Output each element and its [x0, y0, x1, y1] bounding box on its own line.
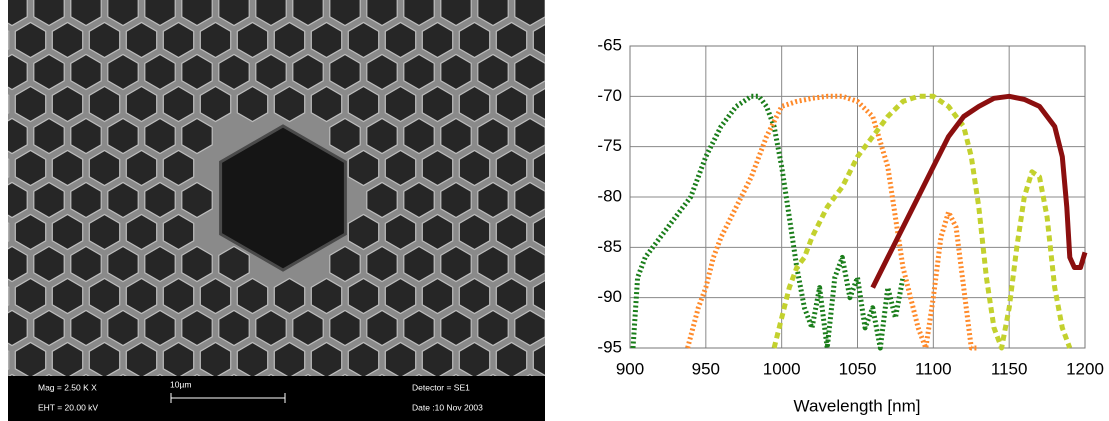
- cell: [0, 279, 9, 314]
- cell: [0, 151, 9, 186]
- cell: [0, 23, 9, 58]
- y-tick-label: -90: [597, 287, 622, 306]
- x-tick-label: 900: [616, 359, 644, 378]
- cell: [552, 0, 582, 26]
- x-axis-label: Wavelength [nm]: [794, 396, 921, 415]
- cell: [0, 87, 9, 122]
- date-text: Date :10 Nov 2003: [412, 402, 483, 412]
- cell: [552, 247, 582, 282]
- cell: [570, 215, 600, 250]
- x-tick-label: 950: [692, 359, 720, 378]
- cell: [0, 215, 9, 250]
- cell: [570, 343, 600, 378]
- cell: [589, 375, 619, 410]
- cell: [0, 343, 9, 378]
- series-line: [774, 96, 1070, 348]
- cell: [589, 0, 619, 26]
- cell: [570, 279, 600, 314]
- cell: [552, 119, 582, 154]
- detector-text: Detector = SE1: [412, 382, 470, 392]
- cell: [0, 407, 9, 421]
- cell: [570, 407, 600, 421]
- cell: [552, 55, 582, 90]
- x-tick-label: 1000: [763, 359, 801, 378]
- page: Mag = 2.50 K X EHT = 20.00 kV 10µm Detec…: [0, 0, 1109, 421]
- y-tick-label: -75: [597, 136, 622, 155]
- cell: [570, 151, 600, 186]
- y-tick-label: -65: [597, 35, 622, 54]
- cell: [552, 375, 582, 410]
- cell: [570, 23, 600, 58]
- cell: [552, 311, 582, 346]
- cell-lattice: [0, 0, 638, 421]
- y-tick-label: -95: [597, 337, 622, 356]
- cell: [570, 87, 600, 122]
- micrograph: Mag = 2.50 K X EHT = 20.00 kV 10µm Detec…: [0, 0, 638, 421]
- cell: [607, 407, 637, 421]
- cell: [607, 151, 637, 186]
- chart: Wavelength [nm] -95 -90 -85 -80 -75 -70 -65 900…: [597, 35, 1103, 415]
- x-tick-label: 1200: [1066, 359, 1104, 378]
- cell: [589, 55, 619, 90]
- y-tick-label: -80: [597, 186, 622, 205]
- scale-text: 10µm: [170, 379, 191, 389]
- y-tick-label: -70: [597, 86, 622, 105]
- eht-text: EHT = 20.00 kV: [38, 402, 98, 412]
- series-line: [633, 96, 903, 348]
- cell: [552, 183, 582, 218]
- mag-text: Mag = 2.50 K X: [38, 382, 97, 392]
- y-tick-label: -85: [597, 237, 622, 256]
- x-tick-label: 1100: [915, 359, 952, 378]
- x-tick-label: 1050: [839, 359, 877, 378]
- x-tick-label: 1150: [991, 359, 1028, 378]
